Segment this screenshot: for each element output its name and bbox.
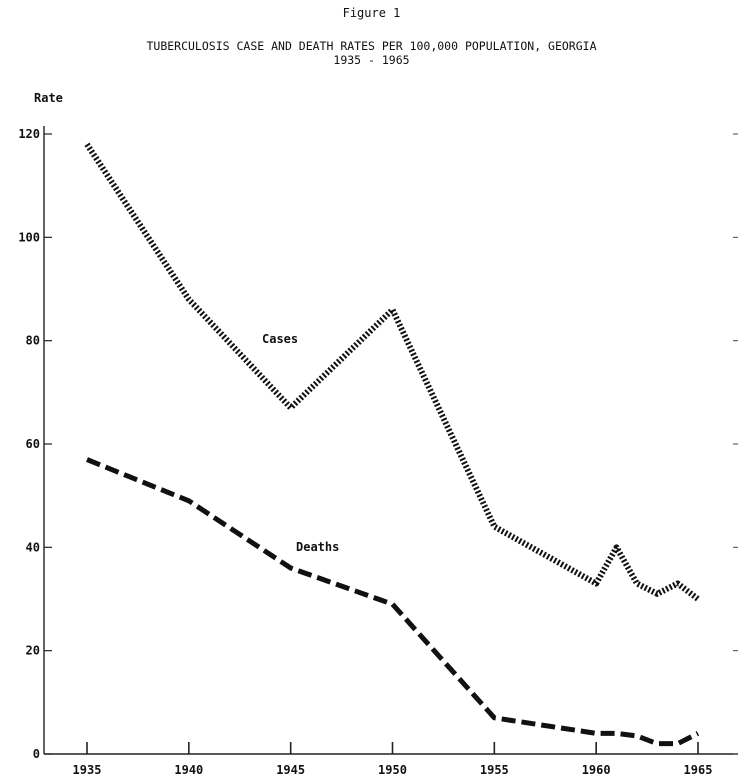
y-tick-label: 80 [26, 334, 40, 348]
y-tick-label: 60 [26, 437, 40, 451]
y-tick-label: 100 [18, 230, 40, 244]
series-line-deaths [86, 457, 700, 747]
y-axis-label: Rate [34, 91, 63, 105]
x-tick-label: 1950 [378, 763, 407, 777]
chart-title-block: TUBERCULOSIS CASE AND DEATH RATES PER 10… [0, 39, 743, 67]
x-tick-label: 1965 [684, 763, 713, 777]
x-tick-label: 1945 [276, 763, 305, 777]
x-tick-label: 1940 [174, 763, 203, 777]
series-label-deaths: Deaths [296, 540, 339, 554]
y-tick-label: 0 [33, 747, 40, 761]
chart-subtitle: 1935 - 1965 [333, 53, 410, 67]
series-label-cases: Cases [262, 332, 298, 346]
chart-title: TUBERCULOSIS CASE AND DEATH RATES PER 10… [146, 39, 597, 53]
x-tick-label: 1960 [582, 763, 611, 777]
series-line-cases [84, 142, 700, 602]
y-tick-label: 120 [18, 127, 40, 141]
figure-label: Figure 1 [342, 6, 401, 20]
x-tick-label: 1955 [480, 763, 509, 777]
y-tick-label: 20 [26, 644, 40, 658]
x-tick-label: 1935 [73, 763, 102, 777]
y-tick-label: 40 [26, 540, 40, 554]
